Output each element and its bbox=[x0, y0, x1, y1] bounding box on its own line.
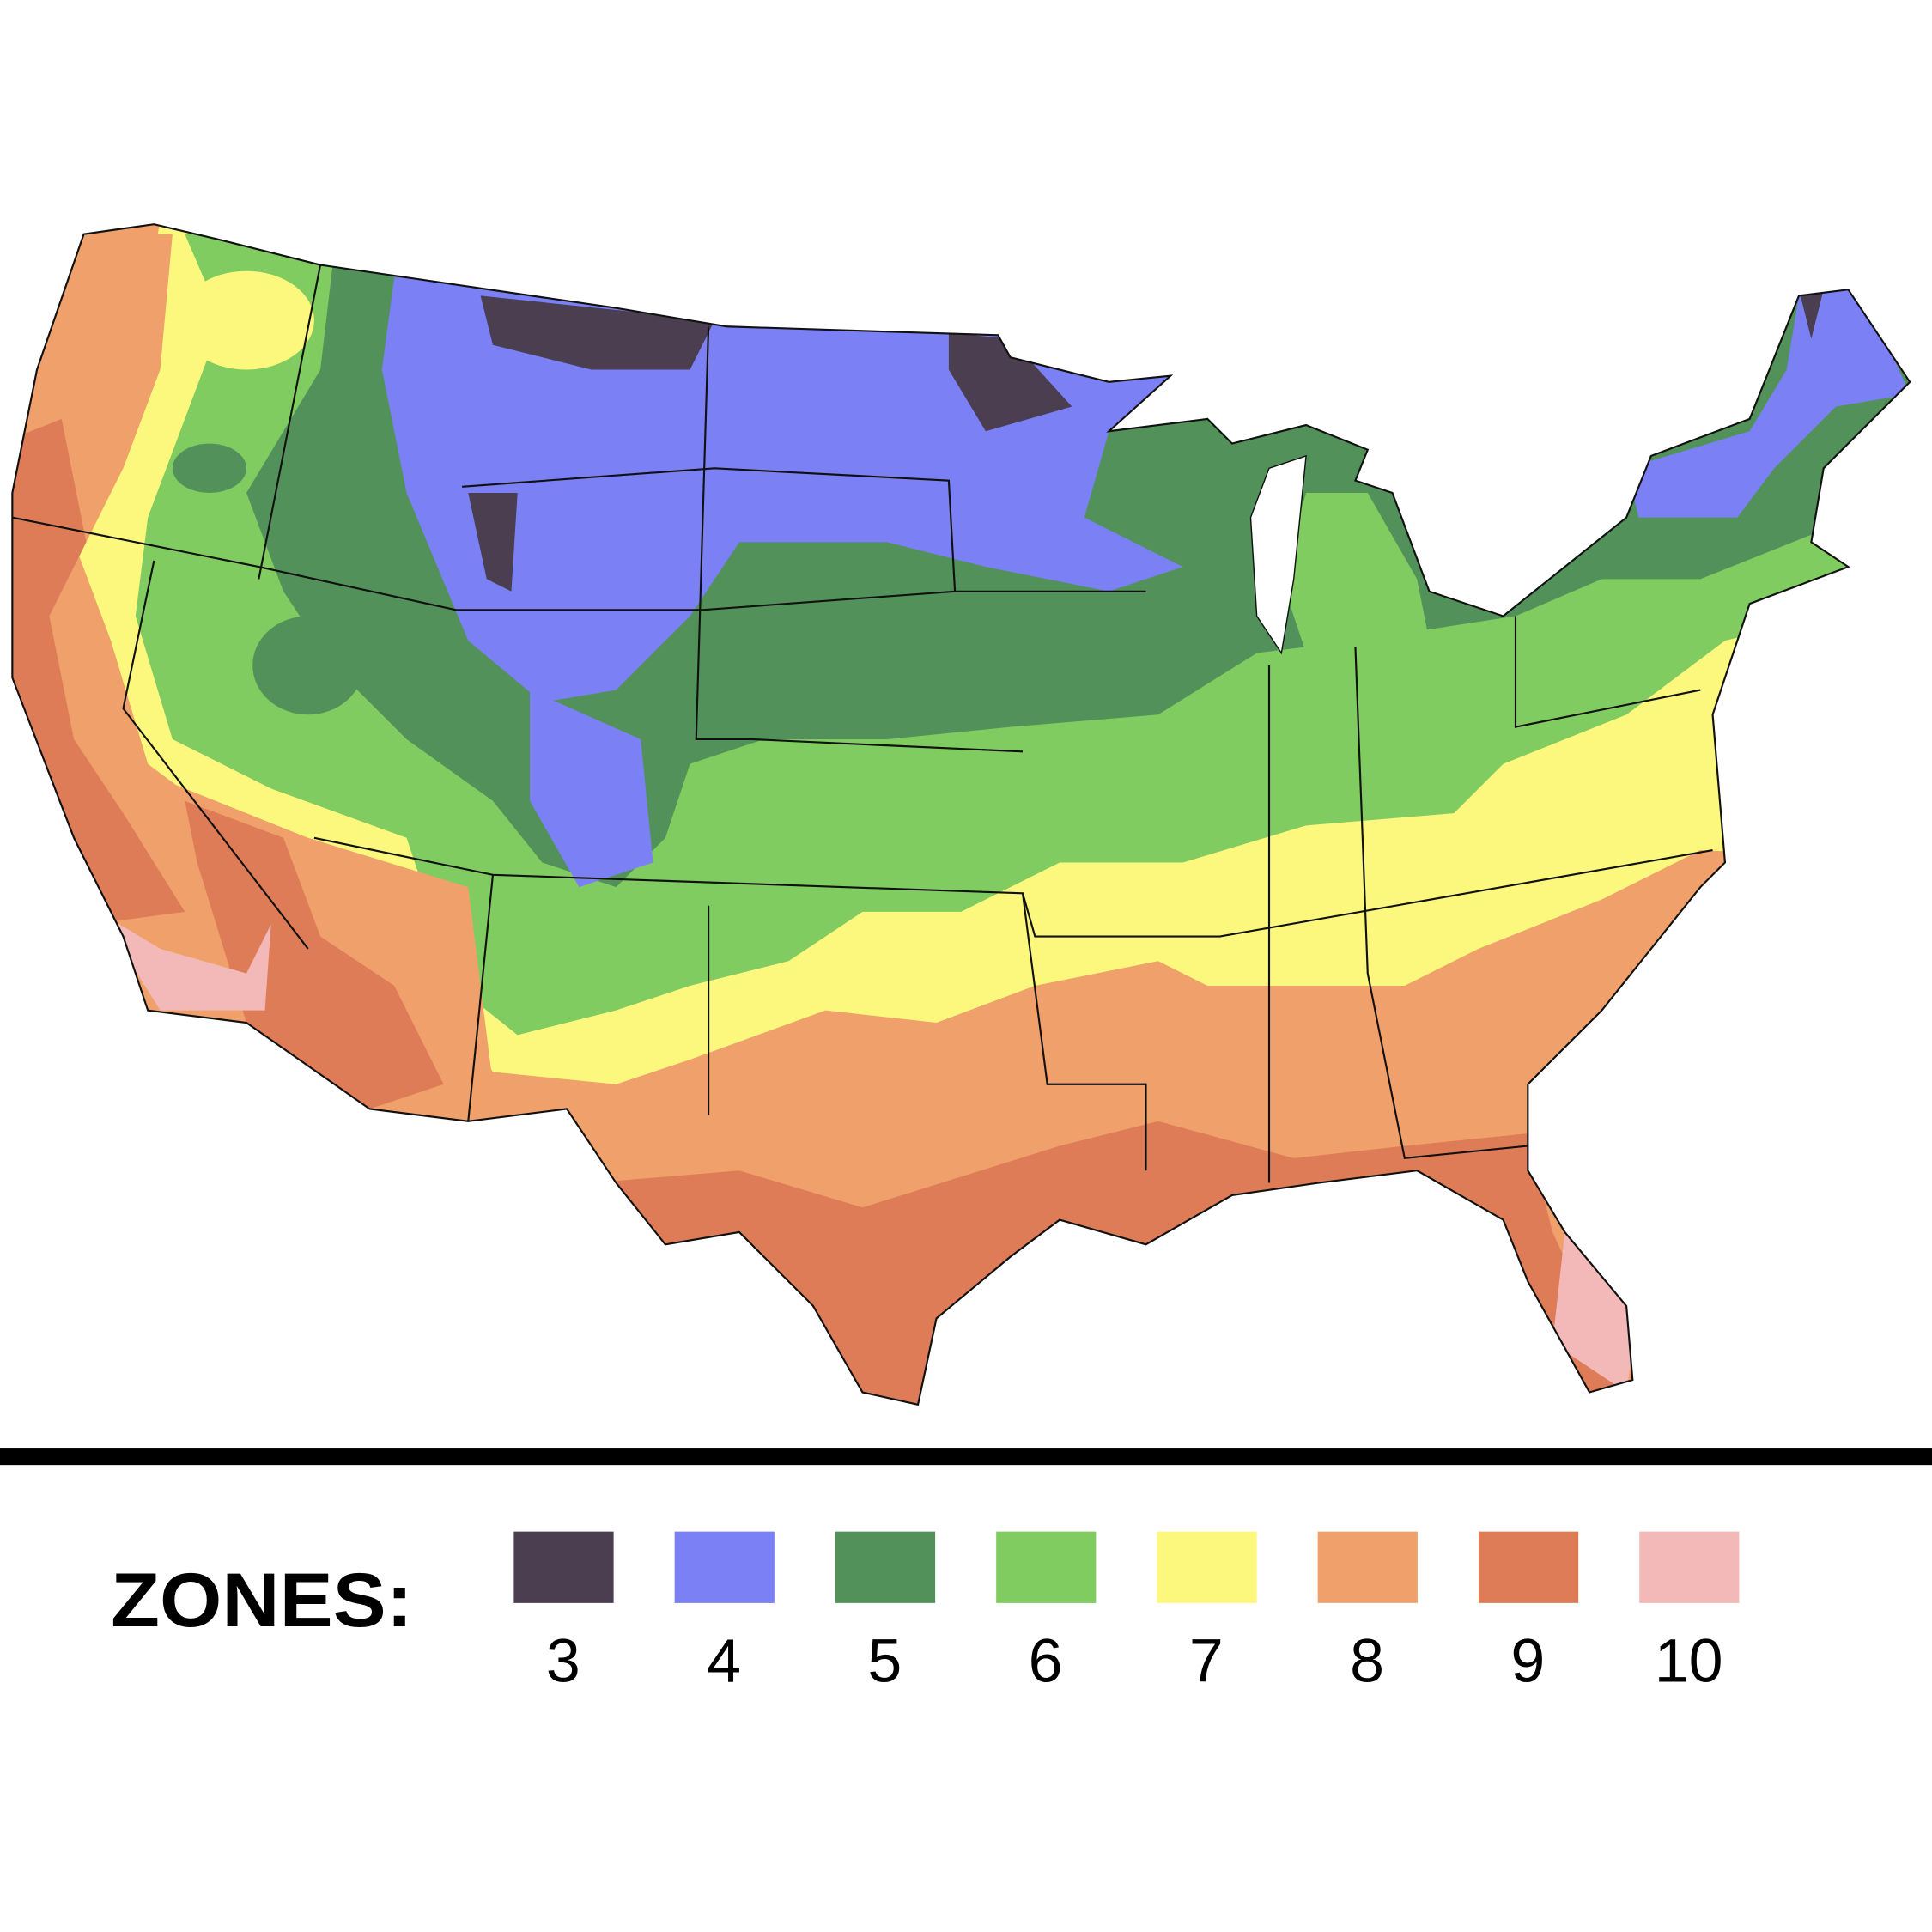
zone-map bbox=[12, 224, 1911, 1405]
legend-label-zone-9: 9 bbox=[1510, 1627, 1545, 1696]
legend-label-zone-3: 3 bbox=[546, 1627, 580, 1696]
state-border bbox=[462, 467, 957, 592]
zone-5-patch bbox=[252, 616, 364, 715]
state-border bbox=[1514, 616, 1701, 728]
legend-label-zone-10: 10 bbox=[1655, 1627, 1723, 1696]
legend-swatch-zone-6 bbox=[996, 1531, 1097, 1603]
zone-5-patch bbox=[172, 443, 246, 493]
state-border bbox=[695, 326, 1024, 753]
legend-label-zone-8: 8 bbox=[1350, 1627, 1384, 1696]
zone-4-region bbox=[1626, 283, 1911, 518]
legend-swatch-zone-9 bbox=[1478, 1531, 1579, 1603]
divider-bar bbox=[0, 1448, 1932, 1466]
zone-9-region bbox=[185, 800, 444, 1109]
legend-swatch-zone-7 bbox=[1157, 1531, 1257, 1603]
legend-swatch-zone-8 bbox=[1317, 1531, 1418, 1603]
state-border bbox=[12, 516, 1146, 611]
legend-label-zone-5: 5 bbox=[867, 1627, 902, 1696]
zone-3-region bbox=[468, 492, 518, 592]
legend-label-zone-7: 7 bbox=[1189, 1627, 1224, 1696]
state-border bbox=[1021, 893, 1147, 1171]
state-border bbox=[467, 874, 495, 1121]
state-border bbox=[258, 264, 322, 580]
zone-7-patch bbox=[179, 270, 314, 370]
zone-legend: ZONES: 3 4 5 6 7 8 9 10 bbox=[111, 1531, 1740, 1696]
zone-6-patch bbox=[1281, 492, 1430, 653]
state-border bbox=[313, 836, 1713, 938]
legend-swatch-zone-10 bbox=[1639, 1531, 1740, 1603]
lake-michigan bbox=[1249, 454, 1307, 655]
state-borders bbox=[11, 223, 1911, 1406]
state-border bbox=[1354, 647, 1528, 1160]
legend-title: ZONES: bbox=[111, 1557, 413, 1643]
legend-label-zone-6: 6 bbox=[1029, 1627, 1063, 1696]
zone-4-region bbox=[530, 690, 653, 888]
legend-swatch-zone-3 bbox=[513, 1531, 614, 1603]
state-border bbox=[122, 560, 309, 950]
zone-10-region bbox=[98, 911, 271, 1011]
legend-label-zone-4: 4 bbox=[707, 1627, 741, 1696]
zone-3-region bbox=[948, 332, 1072, 432]
legend-swatch-zone-4 bbox=[674, 1531, 775, 1603]
legend-swatch-zone-5 bbox=[835, 1531, 936, 1603]
zone-3-region bbox=[1799, 289, 1824, 339]
zone-10-region bbox=[1552, 1231, 1639, 1393]
